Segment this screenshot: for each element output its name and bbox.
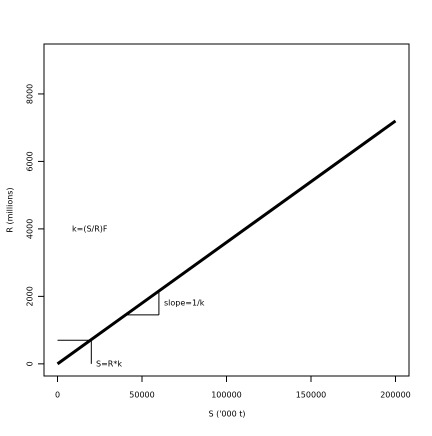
y-tick-label: 2000: [26, 286, 35, 306]
y-tick-label: 8000: [26, 84, 35, 104]
annotation: S=R*k: [96, 360, 122, 369]
plot-box: [43, 43, 410, 377]
x-tick-label: 200000: [380, 391, 411, 400]
x-tick-label: 0: [55, 391, 60, 400]
annotation: slope=1/k: [164, 299, 205, 308]
x-tick-label: 150000: [296, 391, 327, 400]
data-line: [56, 119, 397, 366]
y-axis-label: R (millions): [6, 187, 15, 232]
annotation: k=(S/R)F: [72, 225, 108, 234]
y-tick-label: 4000: [26, 219, 35, 239]
y-tick-label: 6000: [26, 151, 35, 171]
x-tick-label: 100000: [211, 391, 242, 400]
y-tick-label: 0: [26, 361, 35, 366]
x-tick-label: 50000: [129, 391, 154, 400]
x-axis-label: S ('000 t): [208, 410, 245, 419]
